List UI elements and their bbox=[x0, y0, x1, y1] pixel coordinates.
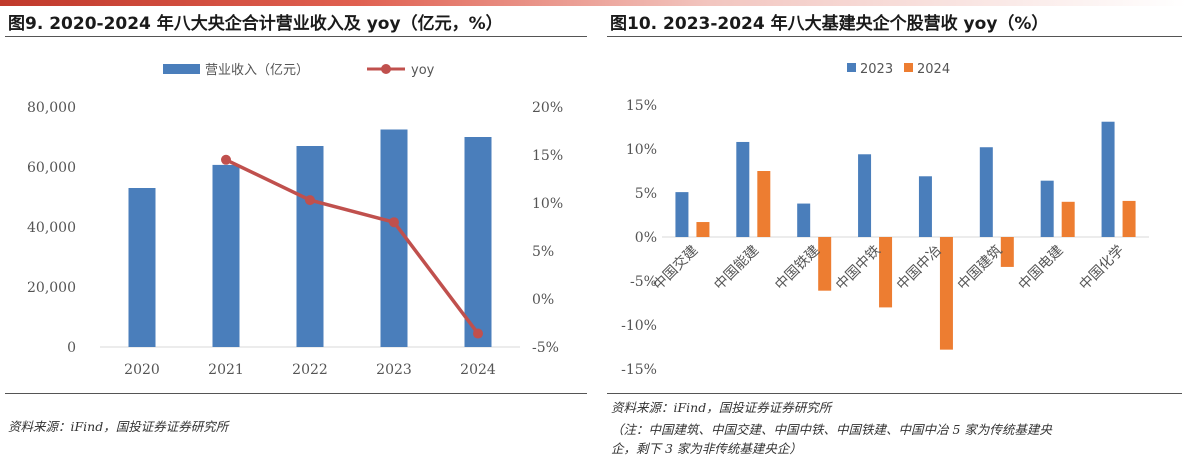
y-tick-label: 60,000 bbox=[27, 160, 76, 176]
header-accent-bar bbox=[0, 0, 1186, 6]
yoy-point bbox=[473, 328, 483, 339]
y-tick-label: 0 bbox=[67, 340, 76, 356]
revenue-bar bbox=[380, 129, 408, 347]
y-tick-label: 5% bbox=[635, 186, 657, 202]
yoy-point bbox=[389, 217, 399, 228]
yoy-bar-2024 bbox=[757, 171, 771, 237]
yoy-bar-2024 bbox=[1061, 201, 1075, 237]
yoy-bar-2023 bbox=[797, 203, 811, 237]
yoy-bar-2024 bbox=[696, 222, 710, 237]
y-tick-label: -5% bbox=[630, 274, 657, 290]
y-tick-label: 15% bbox=[626, 98, 657, 114]
yoy-bar-2023 bbox=[858, 154, 872, 237]
yoy-bar-2023 bbox=[1101, 121, 1115, 237]
legend-swatch-revenue bbox=[163, 64, 200, 74]
y-tick-label: 20,000 bbox=[27, 280, 76, 296]
y2-tick-label: 10% bbox=[532, 196, 563, 212]
y-tick-label: -15% bbox=[621, 362, 657, 378]
y-tick-label: 40,000 bbox=[27, 220, 76, 236]
x-tick-label: 2023 bbox=[376, 362, 412, 378]
legend-label-2024: 2024 bbox=[917, 62, 950, 77]
revenue-bar bbox=[296, 146, 324, 347]
right-chart-panel: -15% -10% -5% 0% 5% 10% 15% 中国交建 中国能建 中国铁建 中国中铁 中国中… bbox=[607, 40, 1182, 392]
x-tick-label: 中国电建 bbox=[1016, 243, 1067, 294]
x-tick-label: 2020 bbox=[124, 362, 160, 378]
yoy-bar-2023 bbox=[979, 147, 993, 237]
x-tick-label: 中国铁建 bbox=[772, 243, 823, 294]
revenue-bar bbox=[212, 164, 240, 347]
revenue-bar bbox=[128, 188, 156, 347]
x-tick-label: 2024 bbox=[460, 362, 496, 378]
legend-swatch-2024 bbox=[904, 63, 913, 72]
yoy-bar-2024 bbox=[939, 237, 953, 350]
right-figure-title: 图10. 2023-2024 年八大基建央企个股营收 yoy（%） bbox=[610, 14, 1049, 34]
y2-tick-label: 20% bbox=[532, 100, 563, 116]
yoy-bar-2024 bbox=[879, 237, 893, 308]
yoy-bar-2023 bbox=[1040, 180, 1054, 237]
y-tick-label: 0% bbox=[635, 230, 657, 246]
x-tick-label: 2021 bbox=[208, 362, 244, 378]
yoy-line bbox=[225, 158, 480, 335]
x-tick-label: 中国中冶 bbox=[894, 243, 945, 294]
y2-tick-label: -5% bbox=[532, 340, 559, 356]
left-chart-panel: 0 20,000 40,000 60,000 80,000 -5% 0% 5% 10% 15% 20… bbox=[5, 40, 587, 392]
left-bottom-rule bbox=[5, 393, 587, 394]
y2-tick-label: 15% bbox=[532, 148, 563, 164]
right-note-line1: （注：中国建筑、中国交建、中国中铁、中国铁建、中国中冶 5 家为传统基建央 bbox=[611, 422, 1052, 437]
x-tick-label: 中国中铁 bbox=[833, 243, 884, 294]
company-yoy-chart: -15% -10% -5% 0% 5% 10% 15% 中国交建 中国能建 中国铁建 中国中铁 中国中… bbox=[621, 62, 1149, 378]
y-tick-label: -10% bbox=[621, 318, 657, 334]
legend-label-revenue: 营业收入（亿元） bbox=[205, 63, 309, 78]
yoy-bar-2023 bbox=[736, 141, 750, 237]
right-bottom-rule bbox=[607, 393, 1182, 394]
yoy-bar-2024 bbox=[818, 237, 832, 291]
legend-label-yoy: yoy bbox=[411, 63, 435, 78]
revenue-yoy-chart: 0 20,000 40,000 60,000 80,000 -5% 0% 5% 10% 15% 20… bbox=[27, 63, 563, 378]
yoy-bar-2023 bbox=[675, 192, 689, 237]
y2-tick-label: 0% bbox=[532, 292, 554, 308]
yoy-bar-2024 bbox=[1000, 237, 1014, 267]
x-tick-label: 中国化学 bbox=[1076, 243, 1127, 294]
left-title-rule bbox=[5, 36, 587, 37]
yoy-bar-2023 bbox=[918, 176, 932, 237]
right-source-note: 资料来源：iFind，国投证券证券研究所 bbox=[611, 400, 832, 415]
yoy-bar-2024 bbox=[1122, 200, 1136, 237]
left-source-note: 资料来源：iFind，国投证券证券研究所 bbox=[8, 419, 229, 434]
y-tick-label: 10% bbox=[626, 142, 657, 158]
left-figure-title: 图9. 2020-2024 年八大央企合计营业收入及 yoy（亿元，%） bbox=[8, 14, 503, 34]
x-tick-label: 中国交建 bbox=[650, 242, 702, 294]
y2-tick-label: 5% bbox=[532, 244, 554, 260]
right-title-rule bbox=[607, 36, 1182, 37]
y-tick-label: 80,000 bbox=[27, 100, 76, 116]
right-note-line2: 企，剩下 3 家为非传统基建央企） bbox=[611, 441, 802, 456]
x-tick-label: 中国建筑 bbox=[955, 243, 1006, 294]
legend-label-2023: 2023 bbox=[860, 62, 893, 77]
x-tick-label: 中国能建 bbox=[711, 243, 762, 294]
yoy-point bbox=[221, 154, 231, 165]
legend-marker-yoy bbox=[381, 64, 391, 74]
legend-swatch-2023 bbox=[847, 63, 856, 72]
x-tick-label: 2022 bbox=[292, 362, 328, 378]
revenue-bar bbox=[464, 137, 492, 347]
yoy-point bbox=[305, 195, 315, 206]
